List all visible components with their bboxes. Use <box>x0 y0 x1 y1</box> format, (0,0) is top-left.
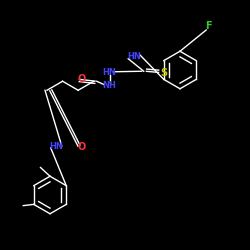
Text: HN: HN <box>127 52 141 61</box>
Text: O: O <box>77 142 86 152</box>
Text: HN: HN <box>49 142 63 151</box>
Text: HN: HN <box>102 68 116 77</box>
Text: O: O <box>77 74 86 84</box>
Text: NH: NH <box>102 80 116 90</box>
Text: F: F <box>206 21 212 31</box>
Text: S: S <box>160 68 167 78</box>
